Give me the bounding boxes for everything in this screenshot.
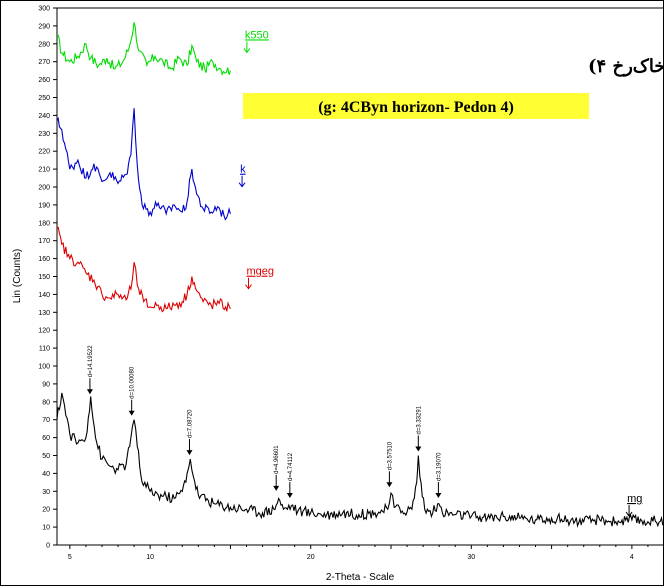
- y-tick-label: 210: [38, 167, 50, 174]
- peak-label: d=7.08720: [187, 409, 193, 438]
- chart-title-english: (g: 4CByn horizon- Pedon 4): [318, 99, 514, 116]
- y-tick-label: 190: [38, 202, 50, 209]
- x-tick-label: 4: [630, 554, 634, 561]
- y-tick-label: 250: [38, 95, 50, 102]
- x-tick-label: 20: [307, 554, 315, 561]
- peak-arrow-head: [128, 410, 135, 416]
- y-axis: 0 10 20 30 40 50 60 70 80 90 100 110 120 130 140 150 160…: [38, 6, 57, 550]
- series-tag-k550: k550: [245, 29, 269, 41]
- english-title-highlight: [243, 93, 589, 119]
- peak-label: d=3.19070: [436, 452, 442, 481]
- series-tag-arrowhead: [243, 48, 251, 54]
- y-tick-label: 180: [38, 220, 50, 227]
- y-tick-label: 270: [38, 59, 50, 66]
- series-line-k: [56, 108, 231, 221]
- peak-arrow-head: [273, 485, 280, 491]
- y-axis-title: Lin (Counts): [12, 249, 23, 303]
- peak-label: d=3.33291: [416, 405, 422, 434]
- peak-arrow-head: [186, 450, 193, 456]
- y-tick-label: 40: [42, 471, 50, 478]
- peak-label: d=10.00080: [130, 366, 136, 399]
- series-line-mg: [56, 392, 664, 528]
- peak-label: d=4.96601: [274, 445, 280, 474]
- y-tick-label: 300: [38, 6, 50, 13]
- x-tick-label: 30: [467, 554, 475, 561]
- peak-arrow-head: [415, 446, 422, 452]
- series-tag-mgeg: mgeg: [246, 266, 274, 278]
- x-axis-title: 2-Theta - Scale: [326, 572, 395, 583]
- y-tick-label: 110: [39, 346, 50, 353]
- y-tick-label: 20: [42, 507, 50, 514]
- y-tick-label: 10: [42, 525, 50, 532]
- peak-label: d=14.19522: [88, 345, 94, 378]
- y-tick-label: 60: [42, 435, 50, 442]
- y-tick-label: 50: [42, 453, 50, 460]
- y-tick-label: 140: [38, 292, 50, 299]
- chart-title-persian: (چ: افق 4CByn خاک‌رخ ۴): [588, 56, 664, 77]
- y-tick-label: 260: [38, 77, 50, 84]
- peak-label: d=3.57510: [387, 441, 393, 470]
- y-tick-label: 100: [38, 364, 50, 371]
- y-tick-label: 230: [38, 131, 50, 138]
- series-tag-arrowhead: [238, 182, 246, 188]
- y-tick-label: 220: [38, 149, 50, 156]
- y-tick-label: 280: [38, 41, 50, 48]
- y-tick-label: 70: [42, 417, 50, 424]
- y-tick-label: 170: [38, 238, 50, 245]
- series-line-k550: [56, 22, 231, 76]
- series-tags: k550 k mgeg mg: [238, 29, 642, 517]
- y-tick-label: 80: [42, 399, 50, 406]
- x-axis: 5 10 20 30 4: [68, 545, 664, 561]
- y-tick-label: 240: [38, 113, 50, 120]
- peak-label: d=4.74112: [288, 452, 294, 481]
- y-tick-label: 160: [38, 256, 50, 263]
- series-line-mgeg: [56, 226, 231, 313]
- y-tick-label: 120: [38, 328, 50, 335]
- y-tick-label: 130: [38, 310, 50, 317]
- peak-arrow-head: [286, 493, 293, 499]
- x-tick-label: 5: [68, 554, 72, 561]
- y-tick-label: 290: [38, 23, 50, 30]
- peak-arrow-head: [86, 389, 93, 395]
- series-tag-mg: mg: [627, 493, 642, 505]
- y-tick-label: 150: [38, 274, 50, 281]
- series-tag-arrowhead: [245, 284, 252, 290]
- peak-labels: d=14.19522 d=10.00080 d=7.08720 d=4.96601 d=…: [86, 345, 442, 499]
- series-tag-k: k: [240, 164, 246, 176]
- y-tick-label: 200: [38, 185, 50, 192]
- peak-arrow-head: [435, 493, 442, 499]
- y-tick-label: 90: [42, 381, 50, 388]
- y-tick-label: 0: [46, 543, 50, 550]
- y-tick-label: 30: [42, 489, 50, 496]
- peak-arrow-head: [386, 482, 393, 488]
- series-tag-arrowhead: [625, 511, 633, 517]
- series-layer: [56, 22, 664, 528]
- x-tick-label: 10: [146, 554, 154, 561]
